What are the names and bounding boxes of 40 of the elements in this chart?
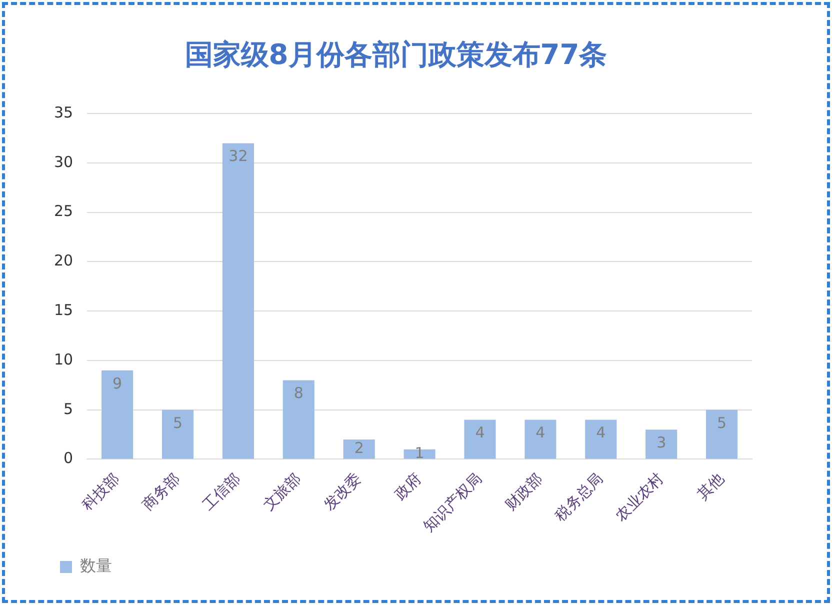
y-tick-label: 15 [54,301,74,319]
data-label: 4 [475,424,485,442]
data-label: 32 [228,147,248,166]
data-label: 5 [172,414,183,432]
x-tick-label: 发改委 [320,469,365,514]
bar [585,420,617,459]
data-label: 1 [414,444,424,462]
bar [282,380,314,459]
data-label: 2 [354,439,364,458]
chart-title: 国家级8月份各部门政策发布77条 [184,38,608,72]
y-tick-label: 5 [64,400,74,418]
y-tick-label: 20 [54,252,74,270]
bar [343,439,375,459]
y-tick-label: 25 [54,202,74,220]
y-tick-label: 0 [64,449,74,468]
bar [524,420,556,459]
x-tick-label: 工信部 [199,469,244,514]
data-label: 4 [596,424,606,442]
y-tick-label: 35 [54,103,74,122]
bar [102,370,134,459]
bar [222,143,254,459]
x-tick-label: 财政部 [501,469,546,514]
x-tick-label: 科技部 [78,469,123,514]
x-tick-label: 其他 [693,469,728,504]
bar [464,420,496,459]
data-label: 5 [717,414,727,432]
bar [646,430,678,459]
x-tick-label: 文旅部 [260,469,304,514]
data-label: 9 [112,374,122,392]
data-label: 4 [536,424,546,442]
legend-label: 数量 [80,556,112,576]
y-tick-label: 10 [54,350,74,368]
data-label: 3 [656,434,666,452]
y-tick-label: 30 [54,152,74,171]
bar [162,410,194,459]
x-tick-label: 农业农村 [612,469,667,525]
bar [706,410,738,459]
x-tick-label: 税务总局 [551,469,606,525]
data-label: 8 [294,384,304,402]
x-tick-label: 商务部 [138,469,184,514]
